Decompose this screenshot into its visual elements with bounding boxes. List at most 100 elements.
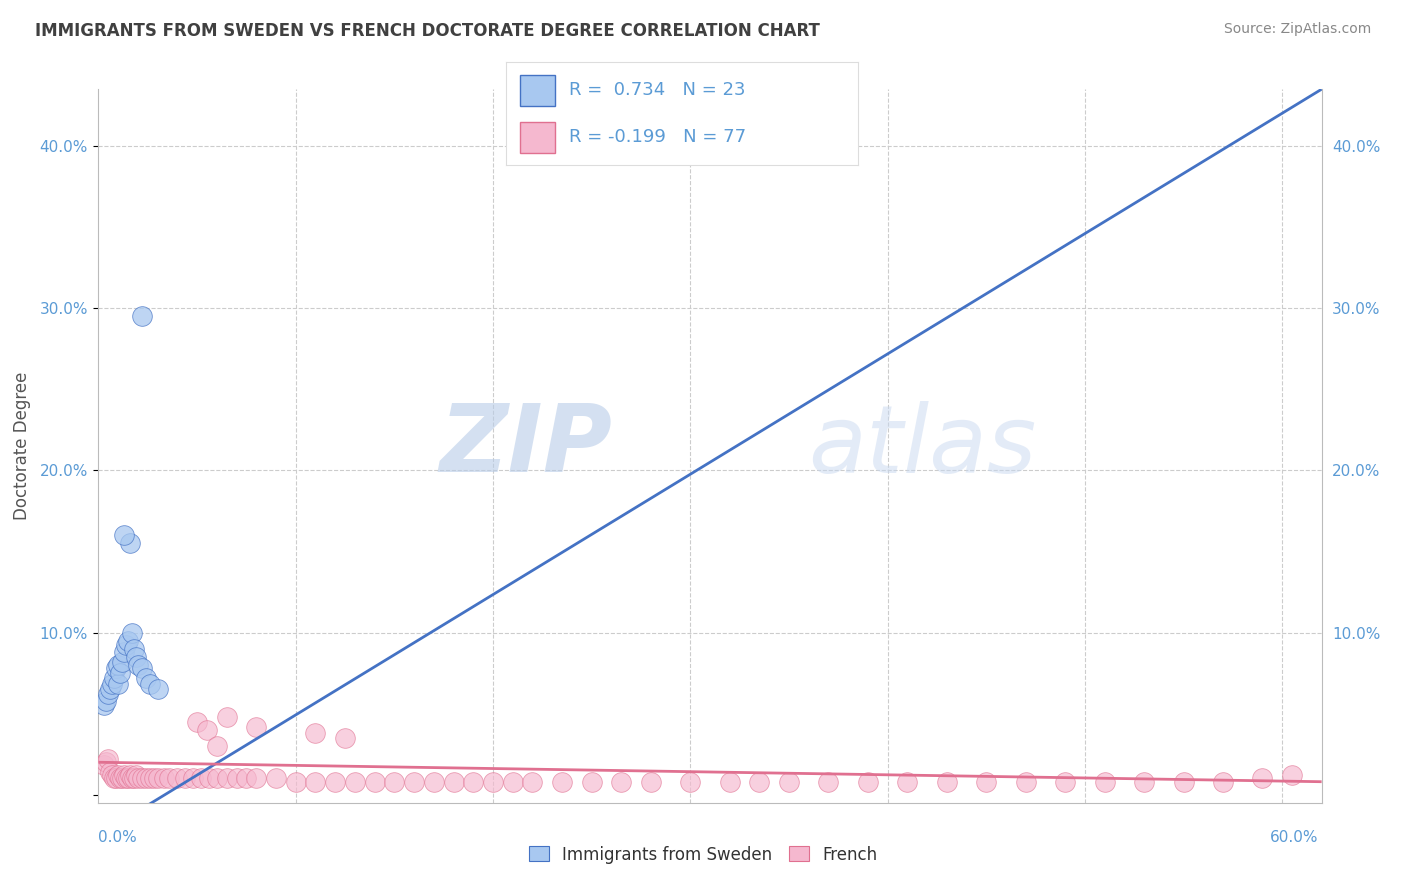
Text: 60.0%: 60.0% xyxy=(1271,830,1319,845)
Point xyxy=(112,768,135,782)
Point xyxy=(215,772,238,786)
Point xyxy=(93,758,115,772)
Point xyxy=(245,772,267,786)
Text: ZIP: ZIP xyxy=(439,400,612,492)
Text: Source: ZipAtlas.com: Source: ZipAtlas.com xyxy=(1223,22,1371,37)
Point xyxy=(245,720,267,734)
Point xyxy=(135,671,157,685)
Point xyxy=(463,774,485,789)
Point xyxy=(131,661,153,675)
Point xyxy=(235,772,257,786)
Point xyxy=(107,657,129,672)
Point xyxy=(817,774,839,789)
Point xyxy=(135,772,157,786)
Point xyxy=(323,774,346,789)
Point xyxy=(96,756,118,770)
Point xyxy=(111,655,134,669)
Point xyxy=(112,528,135,542)
Point xyxy=(778,774,800,789)
Point xyxy=(115,639,138,653)
Point xyxy=(1054,774,1077,789)
Point xyxy=(125,768,148,782)
Point xyxy=(215,710,238,724)
Point xyxy=(284,774,307,789)
Point xyxy=(404,774,426,789)
FancyBboxPatch shape xyxy=(520,75,555,105)
Point xyxy=(856,774,879,789)
Point xyxy=(482,774,505,789)
Point xyxy=(1094,774,1116,789)
Point xyxy=(97,687,120,701)
Point xyxy=(186,714,208,729)
Point xyxy=(98,764,121,779)
Point xyxy=(195,723,218,737)
Point xyxy=(581,774,603,789)
Point xyxy=(935,774,957,789)
Text: IMMIGRANTS FROM SWEDEN VS FRENCH DOCTORATE DEGREE CORRELATION CHART: IMMIGRANTS FROM SWEDEN VS FRENCH DOCTORA… xyxy=(35,22,820,40)
Point xyxy=(121,625,143,640)
Point xyxy=(610,774,633,789)
Point xyxy=(107,768,129,782)
Point xyxy=(138,772,160,786)
Point xyxy=(174,772,197,786)
Point xyxy=(1133,774,1156,789)
Text: 0.0%: 0.0% xyxy=(98,830,138,845)
Point xyxy=(1015,774,1038,789)
Point xyxy=(1281,768,1303,782)
Point xyxy=(101,677,124,691)
Point xyxy=(122,641,145,656)
Point xyxy=(264,772,287,786)
Point xyxy=(146,682,169,697)
Point xyxy=(152,772,174,786)
Point xyxy=(198,772,221,786)
Point xyxy=(181,772,204,786)
Point xyxy=(118,536,141,550)
Point xyxy=(108,666,131,681)
Point xyxy=(333,731,356,745)
Point xyxy=(190,772,212,786)
Text: R =  0.734   N = 23: R = 0.734 N = 23 xyxy=(569,81,747,99)
Text: atlas: atlas xyxy=(808,401,1036,491)
Point xyxy=(205,772,228,786)
FancyBboxPatch shape xyxy=(520,122,555,153)
Point xyxy=(127,772,149,786)
Point xyxy=(502,774,524,789)
Point xyxy=(1212,774,1234,789)
Text: R = -0.199   N = 77: R = -0.199 N = 77 xyxy=(569,128,747,146)
Point xyxy=(225,772,247,786)
Point xyxy=(551,774,574,789)
Point xyxy=(974,774,997,789)
Point xyxy=(98,682,121,697)
Point xyxy=(138,677,160,691)
Point xyxy=(382,774,405,789)
Point xyxy=(363,774,385,789)
Point xyxy=(118,768,141,782)
Point xyxy=(159,772,181,786)
Point xyxy=(97,752,120,766)
Point xyxy=(131,772,153,786)
Point xyxy=(142,772,165,786)
Point xyxy=(103,671,125,685)
Point xyxy=(122,772,145,786)
Point xyxy=(131,310,153,324)
Point xyxy=(522,774,544,789)
Point xyxy=(146,772,169,786)
Point xyxy=(108,772,131,786)
Point xyxy=(679,774,702,789)
Point xyxy=(127,657,149,672)
Point xyxy=(423,774,446,789)
Point xyxy=(93,698,115,713)
Point xyxy=(304,726,326,740)
Point xyxy=(115,772,138,786)
Point xyxy=(443,774,465,789)
Point xyxy=(718,774,741,789)
Point xyxy=(121,772,143,786)
Point xyxy=(105,772,128,786)
Point xyxy=(125,649,148,664)
Point xyxy=(304,774,326,789)
Point xyxy=(640,774,662,789)
Point xyxy=(112,645,135,659)
Point xyxy=(111,772,134,786)
Point xyxy=(343,774,366,789)
Y-axis label: Doctorate Degree: Doctorate Degree xyxy=(13,372,31,520)
